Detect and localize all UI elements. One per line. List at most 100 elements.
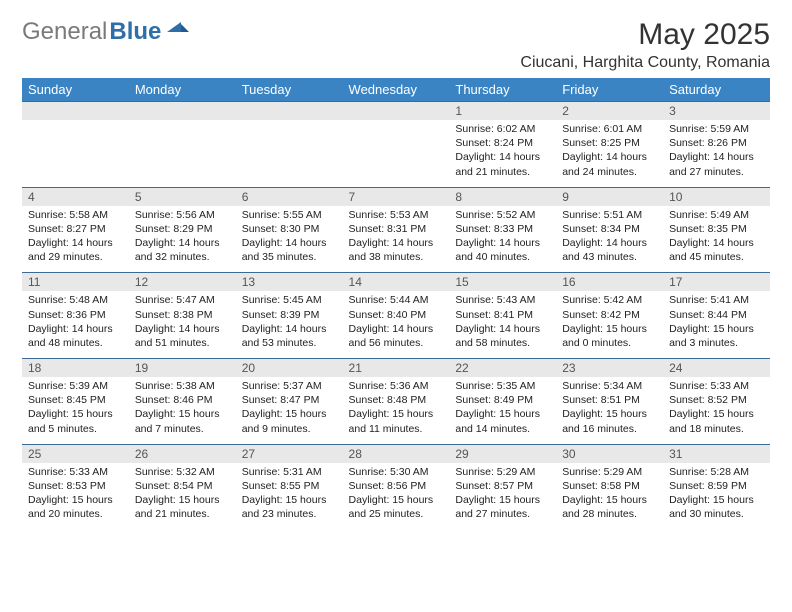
day-cell-line: Sunrise: 5:52 AM xyxy=(455,208,550,222)
day-cell: Sunrise: 5:33 AMSunset: 8:52 PMDaylight:… xyxy=(663,377,770,444)
day-cell: Sunrise: 5:42 AMSunset: 8:42 PMDaylight:… xyxy=(556,291,663,358)
day-cell: Sunrise: 5:56 AMSunset: 8:29 PMDaylight:… xyxy=(129,206,236,273)
day-cell-line: Sunrise: 5:29 AM xyxy=(562,465,657,479)
day-cell-line: Daylight: 15 hours xyxy=(242,493,337,507)
day-cell-line: Daylight: 14 hours xyxy=(669,150,764,164)
day-cell-line: Sunrise: 5:44 AM xyxy=(349,293,444,307)
day-cell-line: Daylight: 14 hours xyxy=(242,236,337,250)
date-number-row: 25262728293031 xyxy=(22,444,770,463)
day-cell-line: Sunrise: 5:32 AM xyxy=(135,465,230,479)
day-cell-line: Daylight: 14 hours xyxy=(135,322,230,336)
day-cell: Sunrise: 5:35 AMSunset: 8:49 PMDaylight:… xyxy=(449,377,556,444)
day-cell: Sunrise: 5:52 AMSunset: 8:33 PMDaylight:… xyxy=(449,206,556,273)
day-cell-line: Sunrise: 5:30 AM xyxy=(349,465,444,479)
date-number: 11 xyxy=(22,273,129,292)
day-cell-line: Sunset: 8:56 PM xyxy=(349,479,444,493)
day-cell-line: Sunrise: 5:58 AM xyxy=(28,208,123,222)
day-cell-line: Sunset: 8:40 PM xyxy=(349,308,444,322)
day-cell: Sunrise: 5:38 AMSunset: 8:46 PMDaylight:… xyxy=(129,377,236,444)
day-cell: Sunrise: 5:49 AMSunset: 8:35 PMDaylight:… xyxy=(663,206,770,273)
date-number: 19 xyxy=(129,359,236,378)
day-cell-line: Daylight: 15 hours xyxy=(669,322,764,336)
day-cell-line: and 9 minutes. xyxy=(242,422,337,436)
day-cell-line: and 45 minutes. xyxy=(669,250,764,264)
day-cell: Sunrise: 5:58 AMSunset: 8:27 PMDaylight:… xyxy=(22,206,129,273)
day-cell-line: and 38 minutes. xyxy=(349,250,444,264)
date-number: 13 xyxy=(236,273,343,292)
date-number: 8 xyxy=(449,187,556,206)
day-cell-line: Sunset: 8:24 PM xyxy=(455,136,550,150)
day-cell-line: Daylight: 15 hours xyxy=(28,407,123,421)
day-cell-line: Sunset: 8:44 PM xyxy=(669,308,764,322)
day-cell-line: Sunrise: 5:56 AM xyxy=(135,208,230,222)
date-number: 14 xyxy=(343,273,450,292)
day-cell-line: Sunrise: 5:43 AM xyxy=(455,293,550,307)
day-cell-line: and 32 minutes. xyxy=(135,250,230,264)
day-header: Sunday xyxy=(22,78,129,102)
day-cell-line: Daylight: 15 hours xyxy=(349,493,444,507)
day-cell: Sunrise: 5:29 AMSunset: 8:58 PMDaylight:… xyxy=(556,463,663,530)
day-cell-line: Sunrise: 5:45 AM xyxy=(242,293,337,307)
date-number: 24 xyxy=(663,359,770,378)
day-cell-line: and 27 minutes. xyxy=(669,165,764,179)
day-cell-line: Daylight: 15 hours xyxy=(455,407,550,421)
day-cell-line: Sunrise: 5:48 AM xyxy=(28,293,123,307)
day-cell-line: Sunset: 8:26 PM xyxy=(669,136,764,150)
date-number: 15 xyxy=(449,273,556,292)
day-cell: Sunrise: 5:41 AMSunset: 8:44 PMDaylight:… xyxy=(663,291,770,358)
day-cell-line: Sunrise: 5:28 AM xyxy=(669,465,764,479)
day-cell-line: Daylight: 15 hours xyxy=(669,493,764,507)
day-cell xyxy=(343,120,450,187)
day-cell: Sunrise: 5:55 AMSunset: 8:30 PMDaylight:… xyxy=(236,206,343,273)
day-cell-line: Sunset: 8:30 PM xyxy=(242,222,337,236)
day-cell-line: and 14 minutes. xyxy=(455,422,550,436)
day-cell-line: Sunrise: 5:36 AM xyxy=(349,379,444,393)
day-cell-line: and 0 minutes. xyxy=(562,336,657,350)
day-cell-line: Daylight: 15 hours xyxy=(349,407,444,421)
day-header: Monday xyxy=(129,78,236,102)
logo: General Blue xyxy=(22,18,189,46)
day-cell-line: Sunrise: 5:35 AM xyxy=(455,379,550,393)
day-data-row: Sunrise: 5:58 AMSunset: 8:27 PMDaylight:… xyxy=(22,206,770,273)
day-cell-line: Sunset: 8:58 PM xyxy=(562,479,657,493)
day-cell: Sunrise: 5:53 AMSunset: 8:31 PMDaylight:… xyxy=(343,206,450,273)
day-cell-line: Sunset: 8:35 PM xyxy=(669,222,764,236)
day-cell-line: Daylight: 14 hours xyxy=(562,150,657,164)
title-block: May 2025 Ciucani, Harghita County, Roman… xyxy=(520,18,770,72)
date-number: 9 xyxy=(556,187,663,206)
day-cell-line: Sunset: 8:39 PM xyxy=(242,308,337,322)
day-cell-line: and 30 minutes. xyxy=(669,507,764,521)
day-cell-line: Sunset: 8:54 PM xyxy=(135,479,230,493)
day-cell-line: and 21 minutes. xyxy=(455,165,550,179)
date-number-row: 11121314151617 xyxy=(22,273,770,292)
day-cell-line: Sunrise: 5:47 AM xyxy=(135,293,230,307)
day-cell-line: and 16 minutes. xyxy=(562,422,657,436)
calendar-table: SundayMondayTuesdayWednesdayThursdayFrid… xyxy=(22,78,770,529)
header: General Blue May 2025 Ciucani, Harghita … xyxy=(22,18,770,72)
date-number: 25 xyxy=(22,444,129,463)
date-number: 20 xyxy=(236,359,343,378)
day-cell-line: Daylight: 15 hours xyxy=(455,493,550,507)
day-data-row: Sunrise: 5:48 AMSunset: 8:36 PMDaylight:… xyxy=(22,291,770,358)
day-cell-line: and 20 minutes. xyxy=(28,507,123,521)
day-cell: Sunrise: 5:47 AMSunset: 8:38 PMDaylight:… xyxy=(129,291,236,358)
day-cell-line: and 25 minutes. xyxy=(349,507,444,521)
date-number: 30 xyxy=(556,444,663,463)
date-number: 23 xyxy=(556,359,663,378)
day-cell-line: Sunrise: 5:42 AM xyxy=(562,293,657,307)
day-cell-line: Sunset: 8:41 PM xyxy=(455,308,550,322)
day-cell-line: Sunrise: 6:01 AM xyxy=(562,122,657,136)
day-cell-line: and 18 minutes. xyxy=(669,422,764,436)
day-cell: Sunrise: 5:37 AMSunset: 8:47 PMDaylight:… xyxy=(236,377,343,444)
day-cell-line: Daylight: 15 hours xyxy=(562,493,657,507)
day-cell-line: and 23 minutes. xyxy=(242,507,337,521)
date-number: 29 xyxy=(449,444,556,463)
date-number: 22 xyxy=(449,359,556,378)
day-cell xyxy=(236,120,343,187)
day-cell: Sunrise: 5:28 AMSunset: 8:59 PMDaylight:… xyxy=(663,463,770,530)
date-number-row: 18192021222324 xyxy=(22,359,770,378)
day-cell-line: Daylight: 15 hours xyxy=(669,407,764,421)
day-cell-line: and 48 minutes. xyxy=(28,336,123,350)
day-cell: Sunrise: 5:51 AMSunset: 8:34 PMDaylight:… xyxy=(556,206,663,273)
day-cell-line: Sunset: 8:46 PM xyxy=(135,393,230,407)
